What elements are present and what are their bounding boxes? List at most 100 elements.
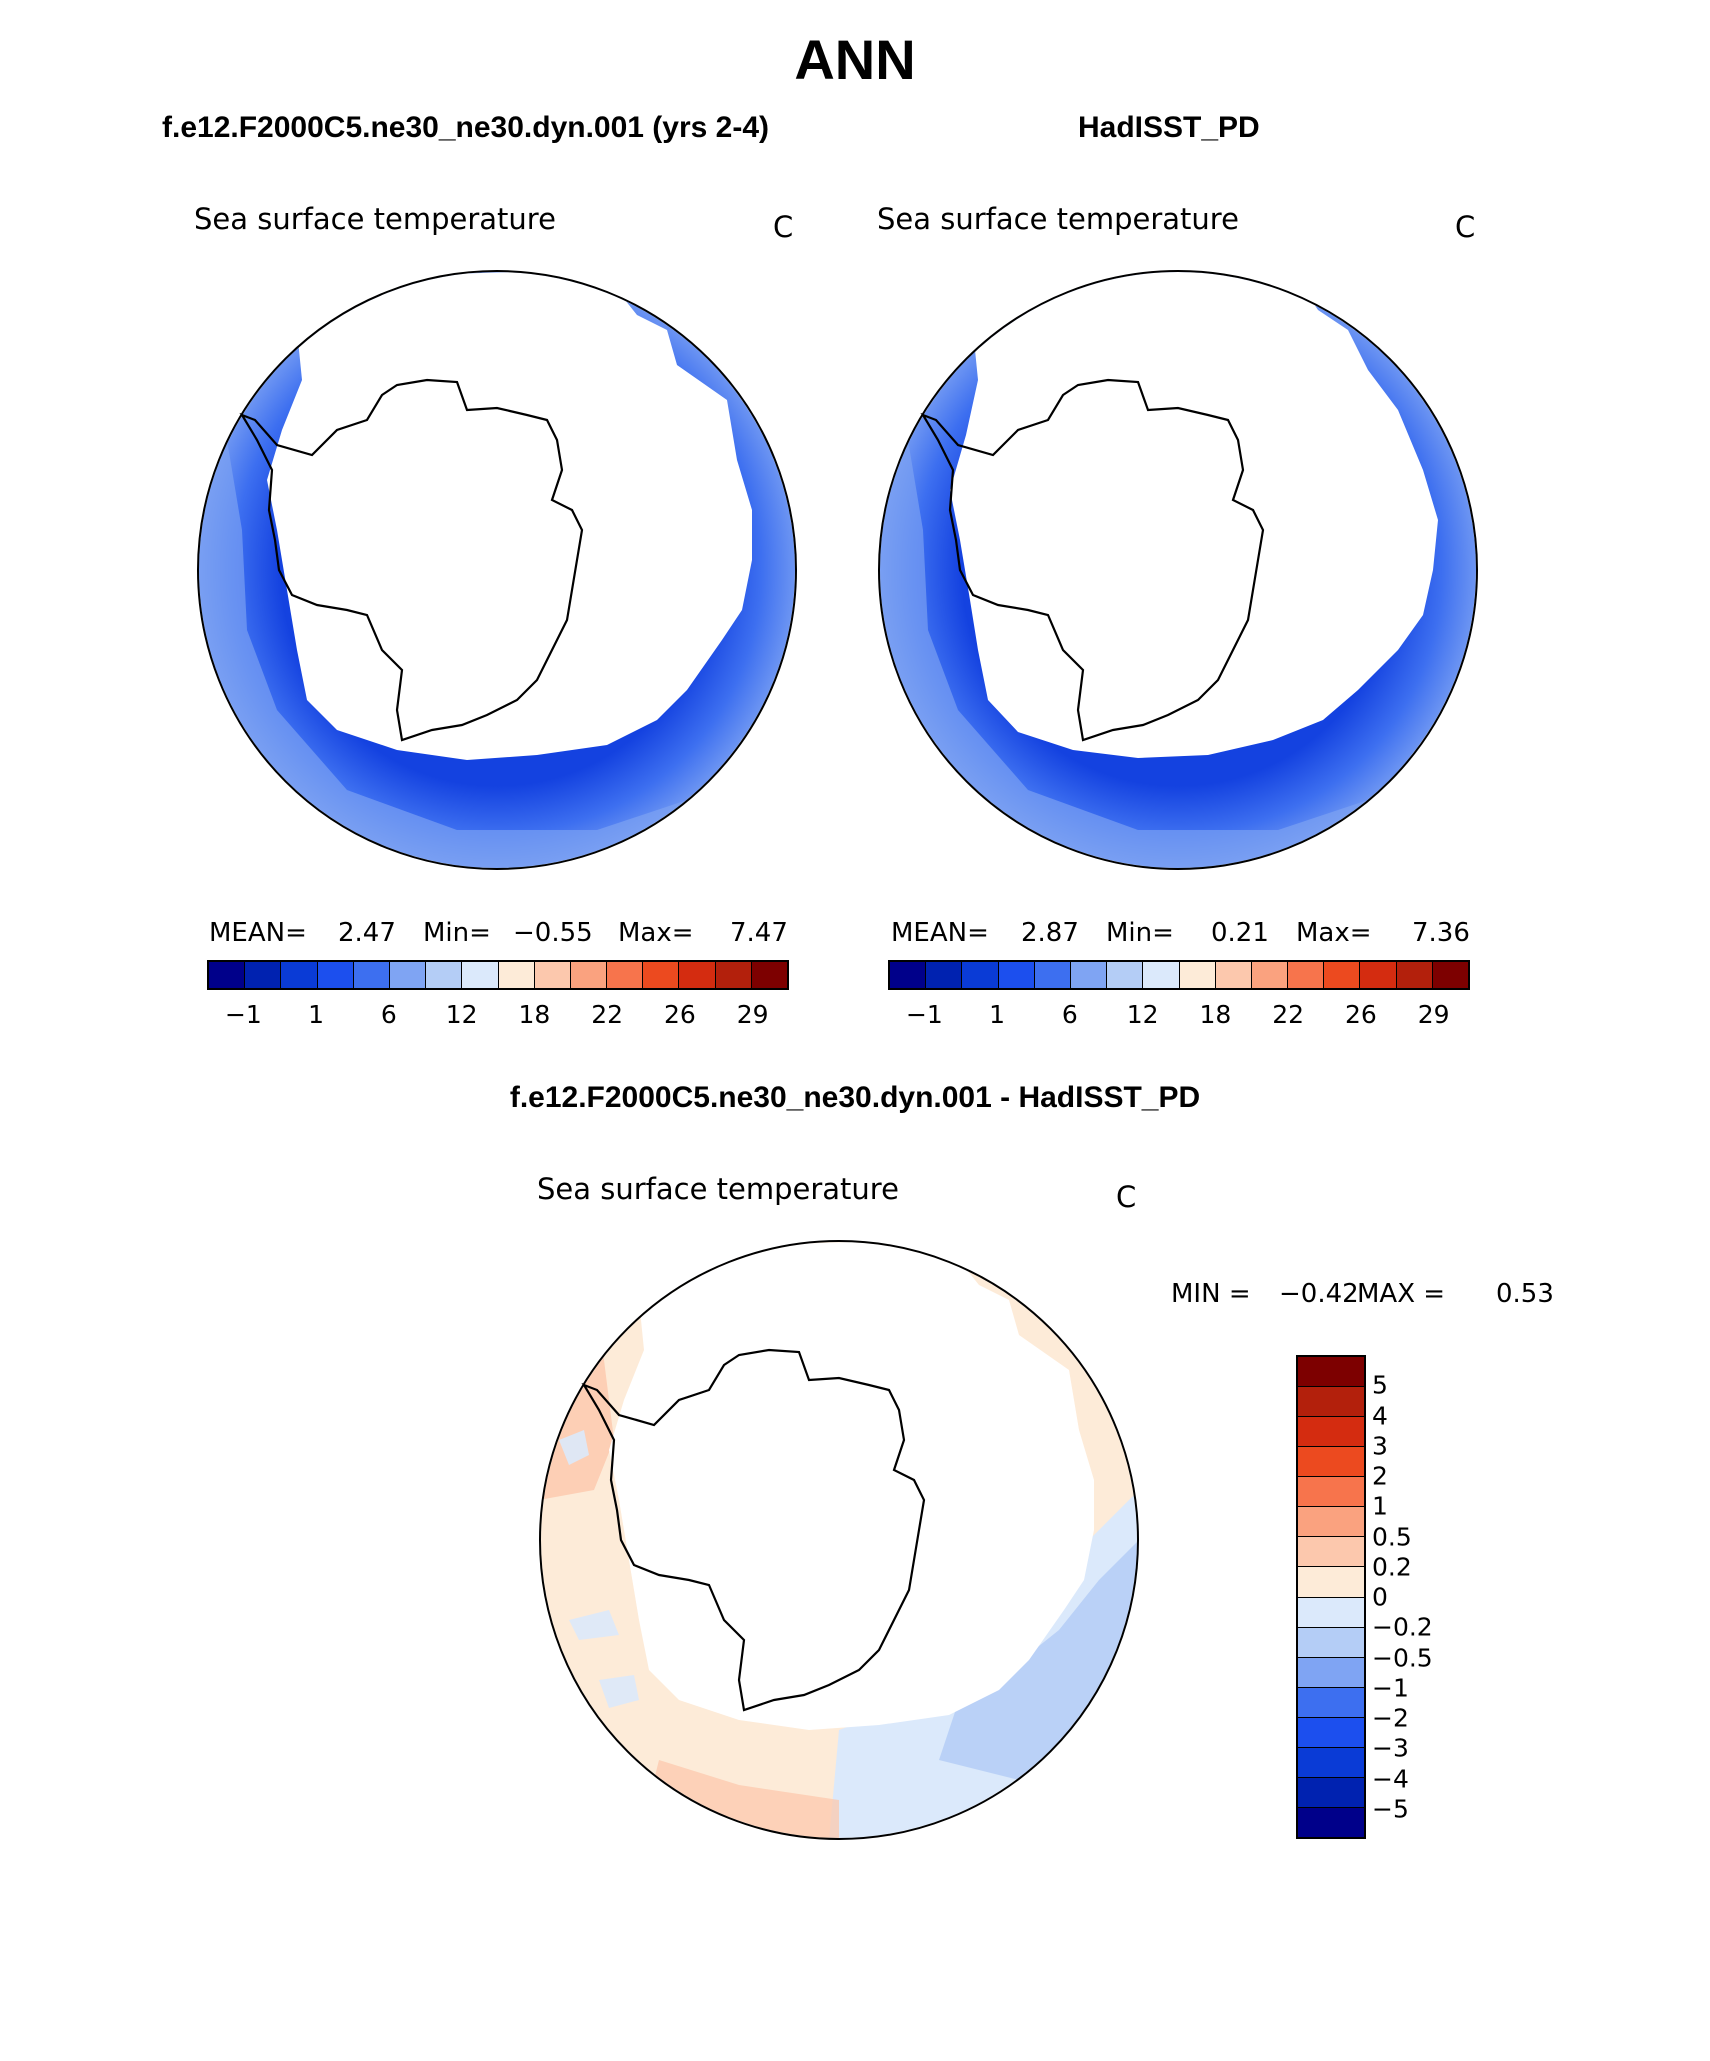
colorbar-swatch xyxy=(1298,1387,1364,1418)
colorbar-tick-label: 26 xyxy=(1344,1000,1377,1029)
panel2-antarctica-coastline xyxy=(920,378,1265,742)
diff-colorbar xyxy=(1296,1355,1366,1839)
panel2-plot-label: Sea surface temperature xyxy=(877,202,1239,236)
panel2-polar-map xyxy=(878,270,1478,870)
colorbar-swatch xyxy=(1298,1627,1364,1658)
colorbar-tick-label: −0.2 xyxy=(1372,1612,1433,1642)
colorbar-tick-label: 6 xyxy=(380,1000,397,1029)
colorbar-tick-label: 22 xyxy=(1272,1000,1305,1029)
colorbar-swatch xyxy=(353,962,390,988)
colorbar-tick-label: 29 xyxy=(736,1000,769,1029)
colorbar-tick-label: 1 xyxy=(1372,1491,1388,1521)
colorbar-tick-label: 4 xyxy=(1372,1401,1388,1430)
colorbar-swatch xyxy=(1298,1567,1364,1598)
diff-max-label: MAX = xyxy=(1357,1279,1446,1309)
colorbar-swatch xyxy=(890,962,927,988)
colorbar-tick-label: 12 xyxy=(1126,1000,1159,1029)
colorbar-swatch xyxy=(389,962,427,988)
colorbar-swatch xyxy=(281,962,318,988)
panel2-map-border xyxy=(878,270,1478,870)
colorbar-swatch xyxy=(1298,1477,1364,1508)
colorbar-swatch xyxy=(426,962,463,988)
colorbar-swatch xyxy=(1288,962,1325,988)
figure-title: ANN xyxy=(794,28,916,91)
panel1-polar-map xyxy=(197,270,797,870)
colorbar-tick-label: 12 xyxy=(445,1000,478,1029)
colorbar-tick-label: 22 xyxy=(591,1000,624,1029)
colorbar-swatch xyxy=(1298,1747,1364,1778)
colorbar-tick-label: 1 xyxy=(308,1000,325,1029)
colorbar-swatch xyxy=(570,962,608,988)
panel2-mean-label: MEAN= xyxy=(891,918,989,948)
diff-polar-map xyxy=(539,1240,1139,1840)
panel1-min-value: −0.55 xyxy=(513,918,593,948)
colorbar-swatch xyxy=(1432,962,1468,988)
panel2-sea-ice-region xyxy=(950,272,1438,758)
panel1-case-title: f.e12.F2000C5.ne30_ne30.dyn.001 (yrs 2-4… xyxy=(162,111,770,144)
colorbar-swatch xyxy=(1107,962,1144,988)
colorbar-tick-label: 0 xyxy=(1372,1582,1388,1612)
colorbar-tick-label: −2 xyxy=(1372,1703,1409,1733)
colorbar-swatch xyxy=(998,962,1035,988)
panel2-min-value: 0.21 xyxy=(1211,918,1269,948)
colorbar-tick-label: 6 xyxy=(1061,1000,1078,1029)
diff-min-label: MIN = xyxy=(1171,1279,1251,1309)
colorbar-tick-label: −5 xyxy=(1372,1794,1409,1824)
colorbar-swatch xyxy=(462,962,499,988)
panel1-antarctica-coastline xyxy=(239,378,584,742)
colorbar-tick-label: 0.2 xyxy=(1372,1552,1412,1582)
colorbar-tick-label: −3 xyxy=(1372,1733,1409,1763)
panel1-units: C xyxy=(773,210,794,244)
panel1-max-label: Max= xyxy=(618,918,694,948)
colorbar-swatch xyxy=(926,962,963,988)
diff-max-value: 0.53 xyxy=(1496,1279,1554,1309)
diff-antarctica-coastline xyxy=(581,1348,926,1712)
panel1-mean-label: MEAN= xyxy=(209,918,307,948)
colorbar-swatch xyxy=(1298,1687,1364,1718)
colorbar-swatch xyxy=(1298,1657,1364,1688)
colorbar-swatch xyxy=(1396,962,1433,988)
colorbar-swatch xyxy=(1298,1507,1364,1538)
colorbar-swatch xyxy=(1251,962,1289,988)
panel1-max-value: 7.47 xyxy=(730,918,788,948)
panel1-min-label: Min= xyxy=(423,918,491,948)
panel2-min-label: Min= xyxy=(1106,918,1174,948)
colorbar-tick-label: 26 xyxy=(663,1000,696,1029)
colorbar-swatch xyxy=(1298,1537,1364,1568)
panel2-max-value: 7.36 xyxy=(1412,918,1470,948)
diff-sea-ice-region xyxy=(609,1242,1094,1730)
colorbar-tick-label: 18 xyxy=(1199,1000,1232,1029)
colorbar-swatch xyxy=(1298,1597,1364,1628)
panel2-case-title: HadISST_PD xyxy=(1078,111,1260,144)
colorbar-swatch xyxy=(1143,962,1180,988)
colorbar-tick-label: −0.5 xyxy=(1372,1643,1433,1672)
panel2-units: C xyxy=(1455,210,1476,244)
colorbar-swatch xyxy=(1070,962,1108,988)
colorbar-swatch xyxy=(534,962,571,988)
panel2-mean-value: 2.87 xyxy=(1021,918,1079,948)
colorbar-tick-label: −1 xyxy=(905,1000,943,1029)
colorbar-tick-label: −4 xyxy=(1372,1764,1409,1793)
panel1-mean-value: 2.47 xyxy=(338,918,396,948)
diff-units: C xyxy=(1116,1180,1137,1214)
colorbar-swatch xyxy=(751,962,787,988)
colorbar-tick-label: 2 xyxy=(1372,1461,1388,1491)
colorbar-swatch xyxy=(715,962,752,988)
colorbar-swatch xyxy=(1298,1807,1364,1837)
colorbar-swatch xyxy=(498,962,535,988)
colorbar-swatch xyxy=(245,962,282,988)
colorbar-swatch xyxy=(643,962,680,988)
colorbar-swatch xyxy=(1298,1357,1364,1388)
colorbar-swatch xyxy=(1179,962,1216,988)
diff-case-title: f.e12.F2000C5.ne30_ne30.dyn.001 - HadISS… xyxy=(509,1081,1201,1114)
panel1-plot-label: Sea surface temperature xyxy=(194,202,556,236)
colorbar-swatch xyxy=(1360,962,1397,988)
colorbar-tick-label: −1 xyxy=(1372,1673,1409,1703)
panel1-sea-ice-region xyxy=(267,272,752,760)
colorbar-tick-label: 0.5 xyxy=(1372,1522,1412,1551)
diff-map-border xyxy=(539,1240,1139,1840)
colorbar-tick-label: 29 xyxy=(1417,1000,1450,1029)
diff-plot-label: Sea surface temperature xyxy=(537,1172,899,1206)
panel2-max-label: Max= xyxy=(1296,918,1372,948)
colorbar-swatch xyxy=(1298,1417,1364,1448)
